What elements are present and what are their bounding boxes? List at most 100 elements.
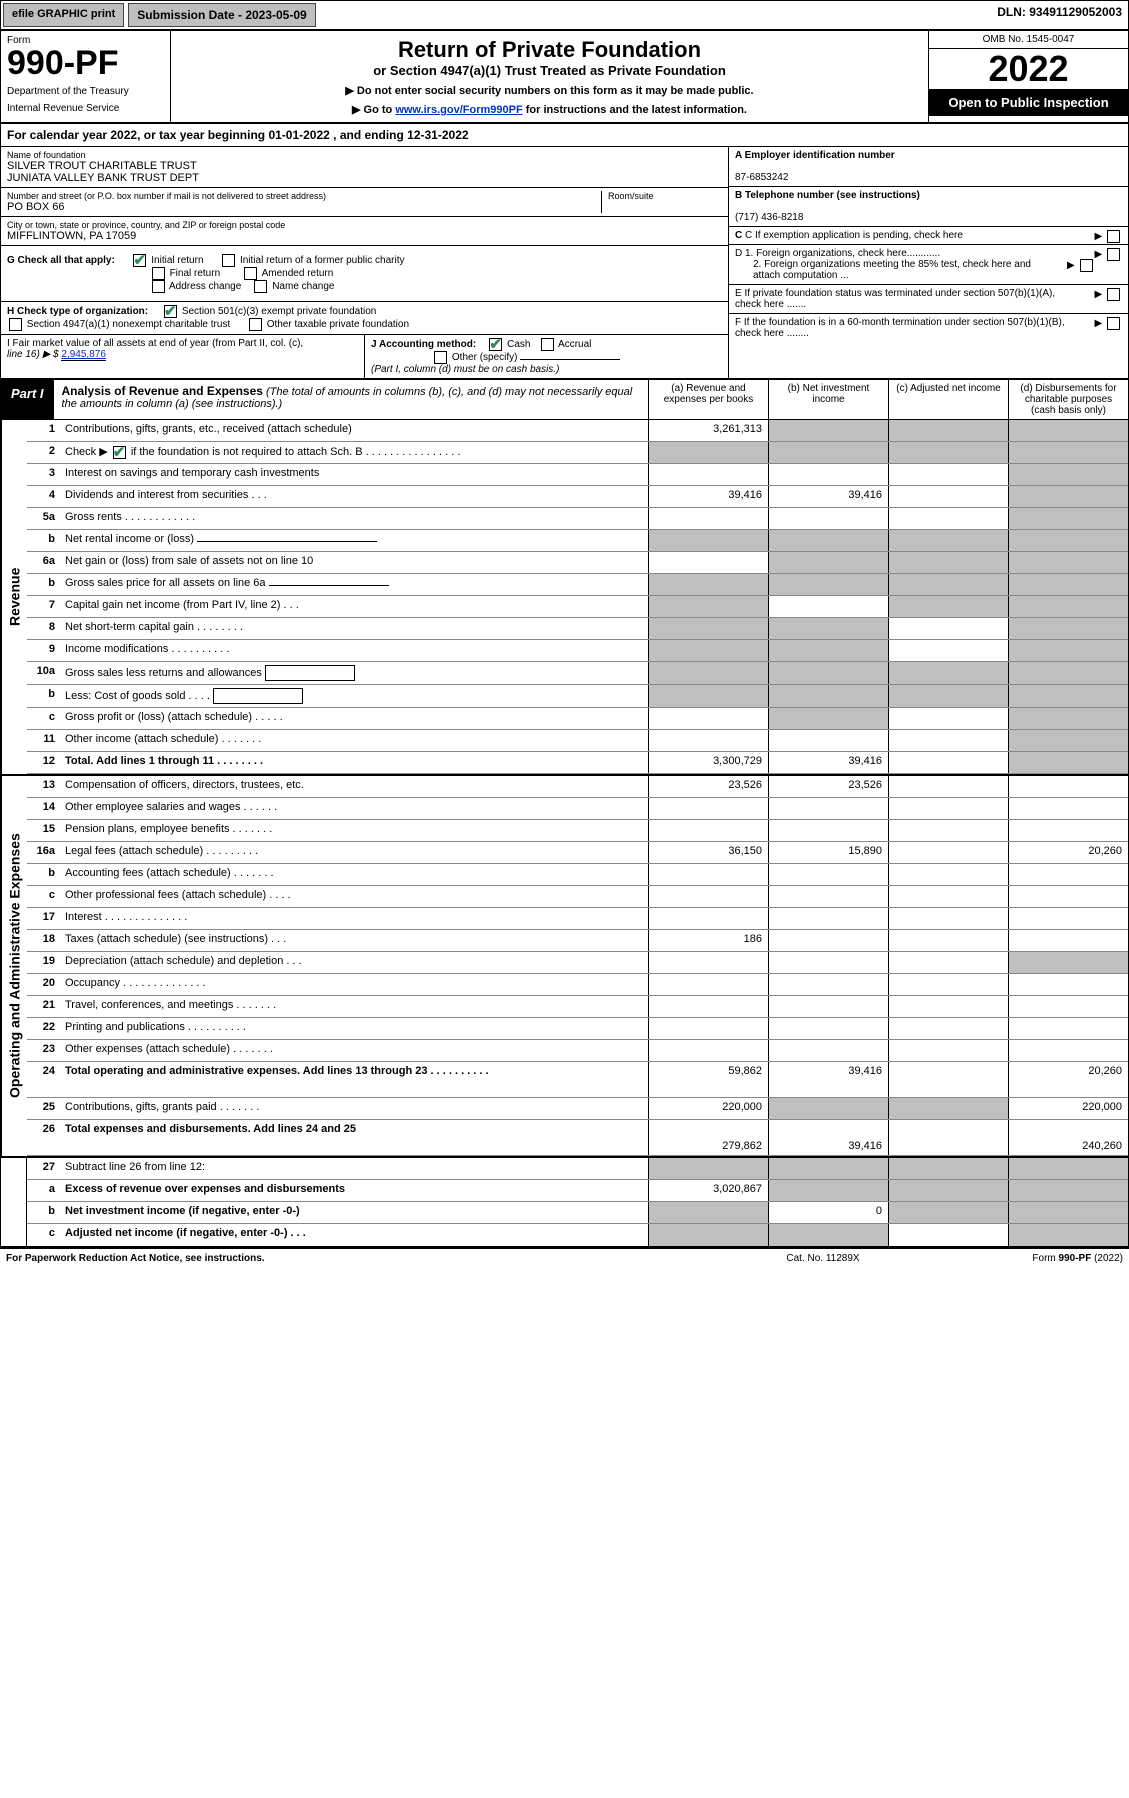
h-4947-label: Section 4947(a)(1) nonexempt charitable … bbox=[27, 319, 230, 330]
checkbox-final-return[interactable] bbox=[152, 267, 165, 280]
footer-form: Form 990-PF (2022) bbox=[923, 1253, 1123, 1264]
foundation-name-2: JUNIATA VALLEY BANK TRUST DEPT bbox=[7, 172, 722, 184]
checkbox-cash[interactable] bbox=[489, 338, 502, 351]
j-note: (Part I, column (d) must be on cash basi… bbox=[371, 364, 559, 375]
table-row: 6aNet gain or (loss) from sale of assets… bbox=[27, 552, 1128, 574]
col-a-header: (a) Revenue and expenses per books bbox=[648, 380, 768, 419]
j-cash-label: Cash bbox=[507, 339, 530, 350]
h-other-label: Other taxable private foundation bbox=[267, 319, 409, 330]
checkbox-initial-return[interactable] bbox=[133, 254, 146, 267]
table-row: cOther professional fees (attach schedul… bbox=[27, 886, 1128, 908]
table-row: 15Pension plans, employee benefits . . .… bbox=[27, 820, 1128, 842]
table-row: 11Other income (attach schedule) . . . .… bbox=[27, 730, 1128, 752]
table-row: 16aLegal fees (attach schedule) . . . . … bbox=[27, 842, 1128, 864]
checkbox-f[interactable] bbox=[1107, 317, 1120, 330]
tax-year: 2022 bbox=[929, 49, 1128, 89]
table-row: 9Income modifications . . . . . . . . . … bbox=[27, 640, 1128, 662]
table-row: 1Contributions, gifts, grants, etc., rec… bbox=[27, 420, 1128, 442]
footer-left: For Paperwork Reduction Act Notice, see … bbox=[6, 1253, 723, 1264]
revenue-table: Revenue 1Contributions, gifts, grants, e… bbox=[1, 420, 1128, 776]
c-label: C C If exemption application is pending,… bbox=[735, 230, 963, 241]
checkbox-c[interactable] bbox=[1107, 230, 1120, 243]
form-title: Return of Private Foundation bbox=[177, 37, 922, 63]
j-label: J Accounting method: bbox=[371, 339, 476, 350]
table-row: 24Total operating and administrative exp… bbox=[27, 1062, 1128, 1098]
g-initial-label: Initial return bbox=[151, 255, 203, 266]
line27-block: 27Subtract line 26 from line 12: aExcess… bbox=[1, 1158, 1128, 1248]
arrow-icon bbox=[1067, 260, 1075, 271]
table-row: 22Printing and publications . . . . . . … bbox=[27, 1018, 1128, 1040]
checkbox-amended[interactable] bbox=[244, 267, 257, 280]
top-bar: efile GRAPHIC print Submission Date - 20… bbox=[1, 1, 1128, 31]
info-section: Name of foundation SILVER TROUT CHARITAB… bbox=[1, 147, 1128, 378]
checkbox-other-method[interactable] bbox=[434, 351, 447, 364]
checkbox-d2[interactable] bbox=[1080, 259, 1093, 272]
arrow-icon bbox=[1095, 289, 1103, 300]
table-row: bAccounting fees (attach schedule) . . .… bbox=[27, 864, 1128, 886]
checkbox-4947[interactable] bbox=[9, 318, 22, 331]
f-label: F If the foundation is in a 60-month ter… bbox=[735, 317, 1065, 339]
table-row: 18Taxes (attach schedule) (see instructi… bbox=[27, 930, 1128, 952]
b-label: B Telephone number (see instructions) bbox=[735, 190, 920, 201]
table-row: cAdjusted net income (if negative, enter… bbox=[27, 1224, 1128, 1246]
checkbox-name-change[interactable] bbox=[254, 280, 267, 293]
g-label: G Check all that apply: bbox=[7, 255, 115, 266]
revenue-vlabel: Revenue bbox=[1, 420, 27, 774]
col-b-header: (b) Net investment income bbox=[768, 380, 888, 419]
checkbox-e[interactable] bbox=[1107, 288, 1120, 301]
checkbox-501c3[interactable] bbox=[164, 305, 177, 318]
h-label: H Check type of organization: bbox=[7, 306, 148, 317]
table-row: 7Capital gain net income (from Part IV, … bbox=[27, 596, 1128, 618]
col-d-header: (d) Disbursements for charitable purpose… bbox=[1008, 380, 1128, 419]
efile-button[interactable]: efile GRAPHIC print bbox=[3, 3, 124, 27]
table-row: 19Depreciation (attach schedule) and dep… bbox=[27, 952, 1128, 974]
table-row: bLess: Cost of goods sold . . . . bbox=[27, 685, 1128, 708]
checkbox-sch-b[interactable] bbox=[113, 446, 126, 459]
table-row: bGross sales price for all assets on lin… bbox=[27, 574, 1128, 596]
dept-irs: Internal Revenue Service bbox=[7, 103, 164, 114]
city-label: City or town, state or province, country… bbox=[7, 220, 722, 230]
a-label: A Employer identification number bbox=[735, 150, 895, 161]
dln-label: DLN: 93491129052003 bbox=[991, 1, 1128, 29]
city-value: MIFFLINTOWN, PA 17059 bbox=[7, 230, 722, 242]
table-row: 14Other employee salaries and wages . . … bbox=[27, 798, 1128, 820]
page-footer: For Paperwork Reduction Act Notice, see … bbox=[0, 1249, 1129, 1268]
checkbox-addr-change[interactable] bbox=[152, 280, 165, 293]
table-row: 25Contributions, gifts, grants paid . . … bbox=[27, 1098, 1128, 1120]
table-row: 13Compensation of officers, directors, t… bbox=[27, 776, 1128, 798]
phone-value: (717) 436-8218 bbox=[735, 212, 803, 223]
calendar-year-line: For calendar year 2022, or tax year begi… bbox=[1, 124, 1128, 147]
checkbox-other-taxable[interactable] bbox=[249, 318, 262, 331]
table-row: cGross profit or (loss) (attach schedule… bbox=[27, 708, 1128, 730]
table-row: 2Check ▶ if the foundation is not requir… bbox=[27, 442, 1128, 464]
form-subtitle: or Section 4947(a)(1) Trust Treated as P… bbox=[177, 63, 922, 78]
g-final-label: Final return bbox=[170, 268, 221, 279]
h-501-label: Section 501(c)(3) exempt private foundat… bbox=[182, 306, 377, 317]
part1-header: Part I Analysis of Revenue and Expenses … bbox=[1, 378, 1128, 420]
address-label: Number and street (or P.O. box number if… bbox=[7, 191, 595, 201]
room-label: Room/suite bbox=[608, 191, 722, 201]
form-number: 990-PF bbox=[7, 46, 164, 80]
part1-title-bold: Analysis of Revenue and Expenses bbox=[62, 384, 263, 398]
open-public-badge: Open to Public Inspection bbox=[929, 89, 1128, 116]
e-label: E If private foundation status was termi… bbox=[735, 288, 1065, 310]
ein-value: 87-6853242 bbox=[735, 172, 788, 183]
address-value: PO BOX 66 bbox=[7, 201, 595, 213]
table-row: 26Total expenses and disbursements. Add … bbox=[27, 1120, 1128, 1156]
table-row: 21Travel, conferences, and meetings . . … bbox=[27, 996, 1128, 1018]
omb-number: OMB No. 1545-0047 bbox=[929, 31, 1128, 49]
form-note-1: ▶ Do not enter social security numbers o… bbox=[177, 84, 922, 97]
checkbox-initial-former[interactable] bbox=[222, 254, 235, 267]
table-row: bNet rental income or (loss) bbox=[27, 530, 1128, 552]
irs-link[interactable]: www.irs.gov/Form990PF bbox=[395, 104, 522, 116]
arrow-icon bbox=[1095, 249, 1103, 260]
table-row: 27Subtract line 26 from line 12: bbox=[27, 1158, 1128, 1180]
checkbox-accrual[interactable] bbox=[541, 338, 554, 351]
table-row: 10aGross sales less returns and allowanc… bbox=[27, 662, 1128, 685]
arrow-icon bbox=[1095, 318, 1103, 329]
i-line-label: line 16) ▶ $ bbox=[7, 349, 61, 360]
form-header: Form 990-PF Department of the Treasury I… bbox=[1, 31, 1128, 124]
g-initial-former-label: Initial return of a former public charit… bbox=[240, 255, 405, 266]
fmv-value: 2,945,876 bbox=[61, 349, 106, 361]
checkbox-d1[interactable] bbox=[1107, 248, 1120, 261]
